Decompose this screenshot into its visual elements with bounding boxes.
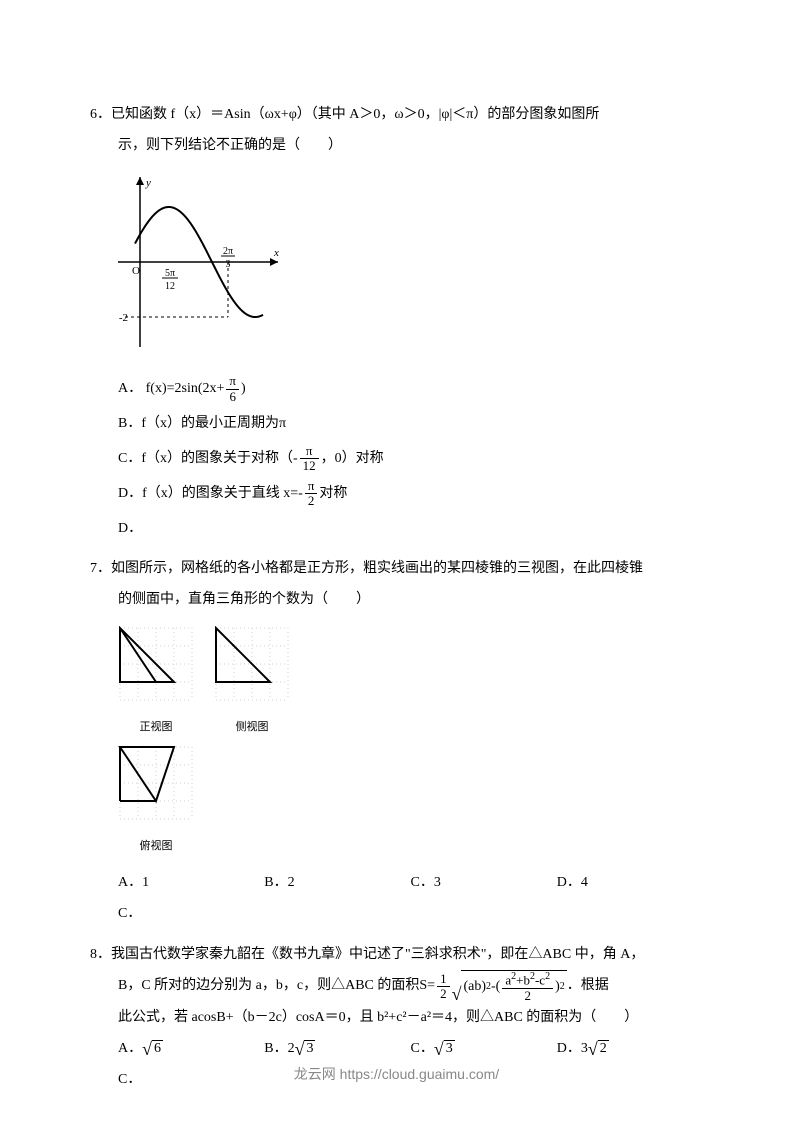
question-7: 7．如图所示，网格纸的各小格都是正方形，粗实线画出的某四棱锥的三视图，在此四棱锥… <box>90 554 703 929</box>
q7-optC: C．3 <box>411 868 557 899</box>
q7-optA: A．1 <box>118 868 264 899</box>
optC-prefix: C．f（x）的图象关于对称（- <box>118 451 298 466</box>
q8-number: 8． <box>90 947 111 962</box>
q8-formula: S= 12 √ (ab)2 -( a2+b2-c2 2 )2 <box>419 970 566 1003</box>
optA-prefix: A． <box>118 381 142 396</box>
svg-text:12: 12 <box>165 281 175 292</box>
optD-suffix: 对称 <box>319 486 347 501</box>
front-view-label: 正视图 <box>118 715 194 739</box>
q8-text2b: ．根据 <box>567 971 609 1002</box>
q7-optB: B．2 <box>264 868 410 899</box>
q7-line2: 的侧面中，直角三角形的个数为（ ） <box>90 585 703 616</box>
optD-prefix: D．f（x）的图象关于直线 <box>118 486 283 501</box>
q7-side-view: 侧视图 <box>214 626 290 739</box>
q6-graph-svg: 5π122π3-2Oyx <box>118 172 288 352</box>
q8-text1: 我国古代数学家秦九韶在《数书九章》中记述了"三斜求积术"，即在△ABC 中，角 … <box>111 947 644 962</box>
top-view-label: 俯视图 <box>118 834 194 858</box>
svg-text:2π: 2π <box>223 246 233 257</box>
side-view-svg <box>214 626 290 702</box>
optA-rhs: ) <box>241 381 246 396</box>
q6-optA: A． f(x)=2sin(2x+π6) <box>90 374 703 405</box>
q7-front-view: 正视图 <box>118 626 194 739</box>
f-outer-sup: 2 <box>560 981 565 993</box>
q6-line1: 6．已知函数 f（x）＝Asin（ωx+φ）（其中 A＞0，ω＞0，|φ|＜π）… <box>90 100 703 131</box>
q6-line2: 示，则下列结论不正确的是（ ） <box>90 131 703 162</box>
svg-text:x: x <box>273 247 279 259</box>
q7-number: 7． <box>90 561 111 576</box>
q8-line1: 8．我国古代数学家秦九韶在《数书九章》中记述了"三斜求积术"，即在△ABC 中，… <box>90 940 703 971</box>
q8-optA-sqrt: √6 <box>142 1040 163 1058</box>
f-half: 12 <box>437 972 450 1002</box>
q8-optC-pre: C． <box>411 1041 434 1056</box>
q7-answer: C． <box>90 899 703 930</box>
optC-frac: π12 <box>300 444 319 474</box>
q6-text1: 已知函数 f（x）＝Asin（ωx+φ）（其中 A＞0，ω＞0，|φ|＜π）的部… <box>111 107 599 122</box>
f-inner-frac: a2+b2-c2 2 <box>502 971 553 1003</box>
question-6: 6．已知函数 f（x）＝Asin（ωx+φ）（其中 A＞0，ω＞0，|φ|＜π）… <box>90 100 703 544</box>
q8-line2: B，C 所对的边分别为 a，b，c，则△ABC 的面积 S= 12 √ (ab)… <box>90 970 703 1003</box>
svg-text:-2: -2 <box>119 312 128 324</box>
optA-frac: π6 <box>226 374 239 404</box>
q7-optD: D．4 <box>557 868 703 899</box>
q6-answer: D． <box>90 514 703 545</box>
svg-text:5π: 5π <box>165 268 175 279</box>
f-minus: -( <box>491 979 500 996</box>
optD-eq: x=- <box>283 486 303 501</box>
q6-graph: 5π122π3-2Oyx <box>118 172 703 365</box>
f-lhs: S= <box>419 971 435 1002</box>
q6-optD: D．f（x）的图象关于直线 x=-π2对称 <box>90 479 703 510</box>
q7-line1: 7．如图所示，网格纸的各小格都是正方形，粗实线画出的某四棱锥的三视图，在此四棱锥 <box>90 554 703 585</box>
q8-optA-pre: A． <box>118 1041 142 1056</box>
f-inner-num: a2+b2-c2 <box>502 971 553 989</box>
footer: 龙云网 https://cloud.guaimu.com/ <box>0 1059 793 1090</box>
sqrt-body: (ab)2 -( a2+b2-c2 2 )2 <box>461 970 566 1003</box>
q7-views: 正视图 侧视图 俯视图 <box>118 626 703 858</box>
q8-optB-pre: B．2 <box>264 1041 294 1056</box>
q6-optB: B．f（x）的最小正周期为π <box>90 409 703 440</box>
f-sqrt: √ (ab)2 -( a2+b2-c2 2 )2 <box>452 970 567 1003</box>
top-view-svg <box>118 745 194 821</box>
optD-frac: π2 <box>305 479 318 509</box>
q7-text1: 如图所示，网格纸的各小格都是正方形，粗实线画出的某四棱锥的三视图，在此四棱锥 <box>111 561 643 576</box>
sqrt-symbol: √ <box>452 985 462 1003</box>
q8-optB-sqrt: √3 <box>295 1040 316 1058</box>
q7-top-view: 俯视图 <box>118 745 703 858</box>
q8-optD-sqrt: √2 <box>588 1040 609 1058</box>
front-view-svg <box>118 626 194 702</box>
svg-text:y: y <box>145 177 151 189</box>
q8-text2a: B，C 所对的边分别为 a，b，c，则△ABC 的面积 <box>118 971 419 1002</box>
f-ab: (ab) <box>463 979 486 996</box>
svg-text:O: O <box>132 265 140 277</box>
side-view-label: 侧视图 <box>214 715 290 739</box>
optA-lhs: f(x)=2sin(2x+ <box>146 381 225 396</box>
q8-optC-sqrt: √3 <box>434 1040 455 1058</box>
q7-options: A．1 B．2 C．3 D．4 <box>90 868 703 899</box>
q8-optD-pre: D．3 <box>557 1041 588 1056</box>
q8-line3: 此公式，若 acosB+（b－2c）cosA＝0，且 b²+c²－a²＝4，则△… <box>90 1003 703 1034</box>
optC-suffix: ，0）对称 <box>321 451 384 466</box>
q6-number: 6． <box>90 107 111 122</box>
q6-optC: C．f（x）的图象关于对称（-π12，0）对称 <box>90 444 703 475</box>
